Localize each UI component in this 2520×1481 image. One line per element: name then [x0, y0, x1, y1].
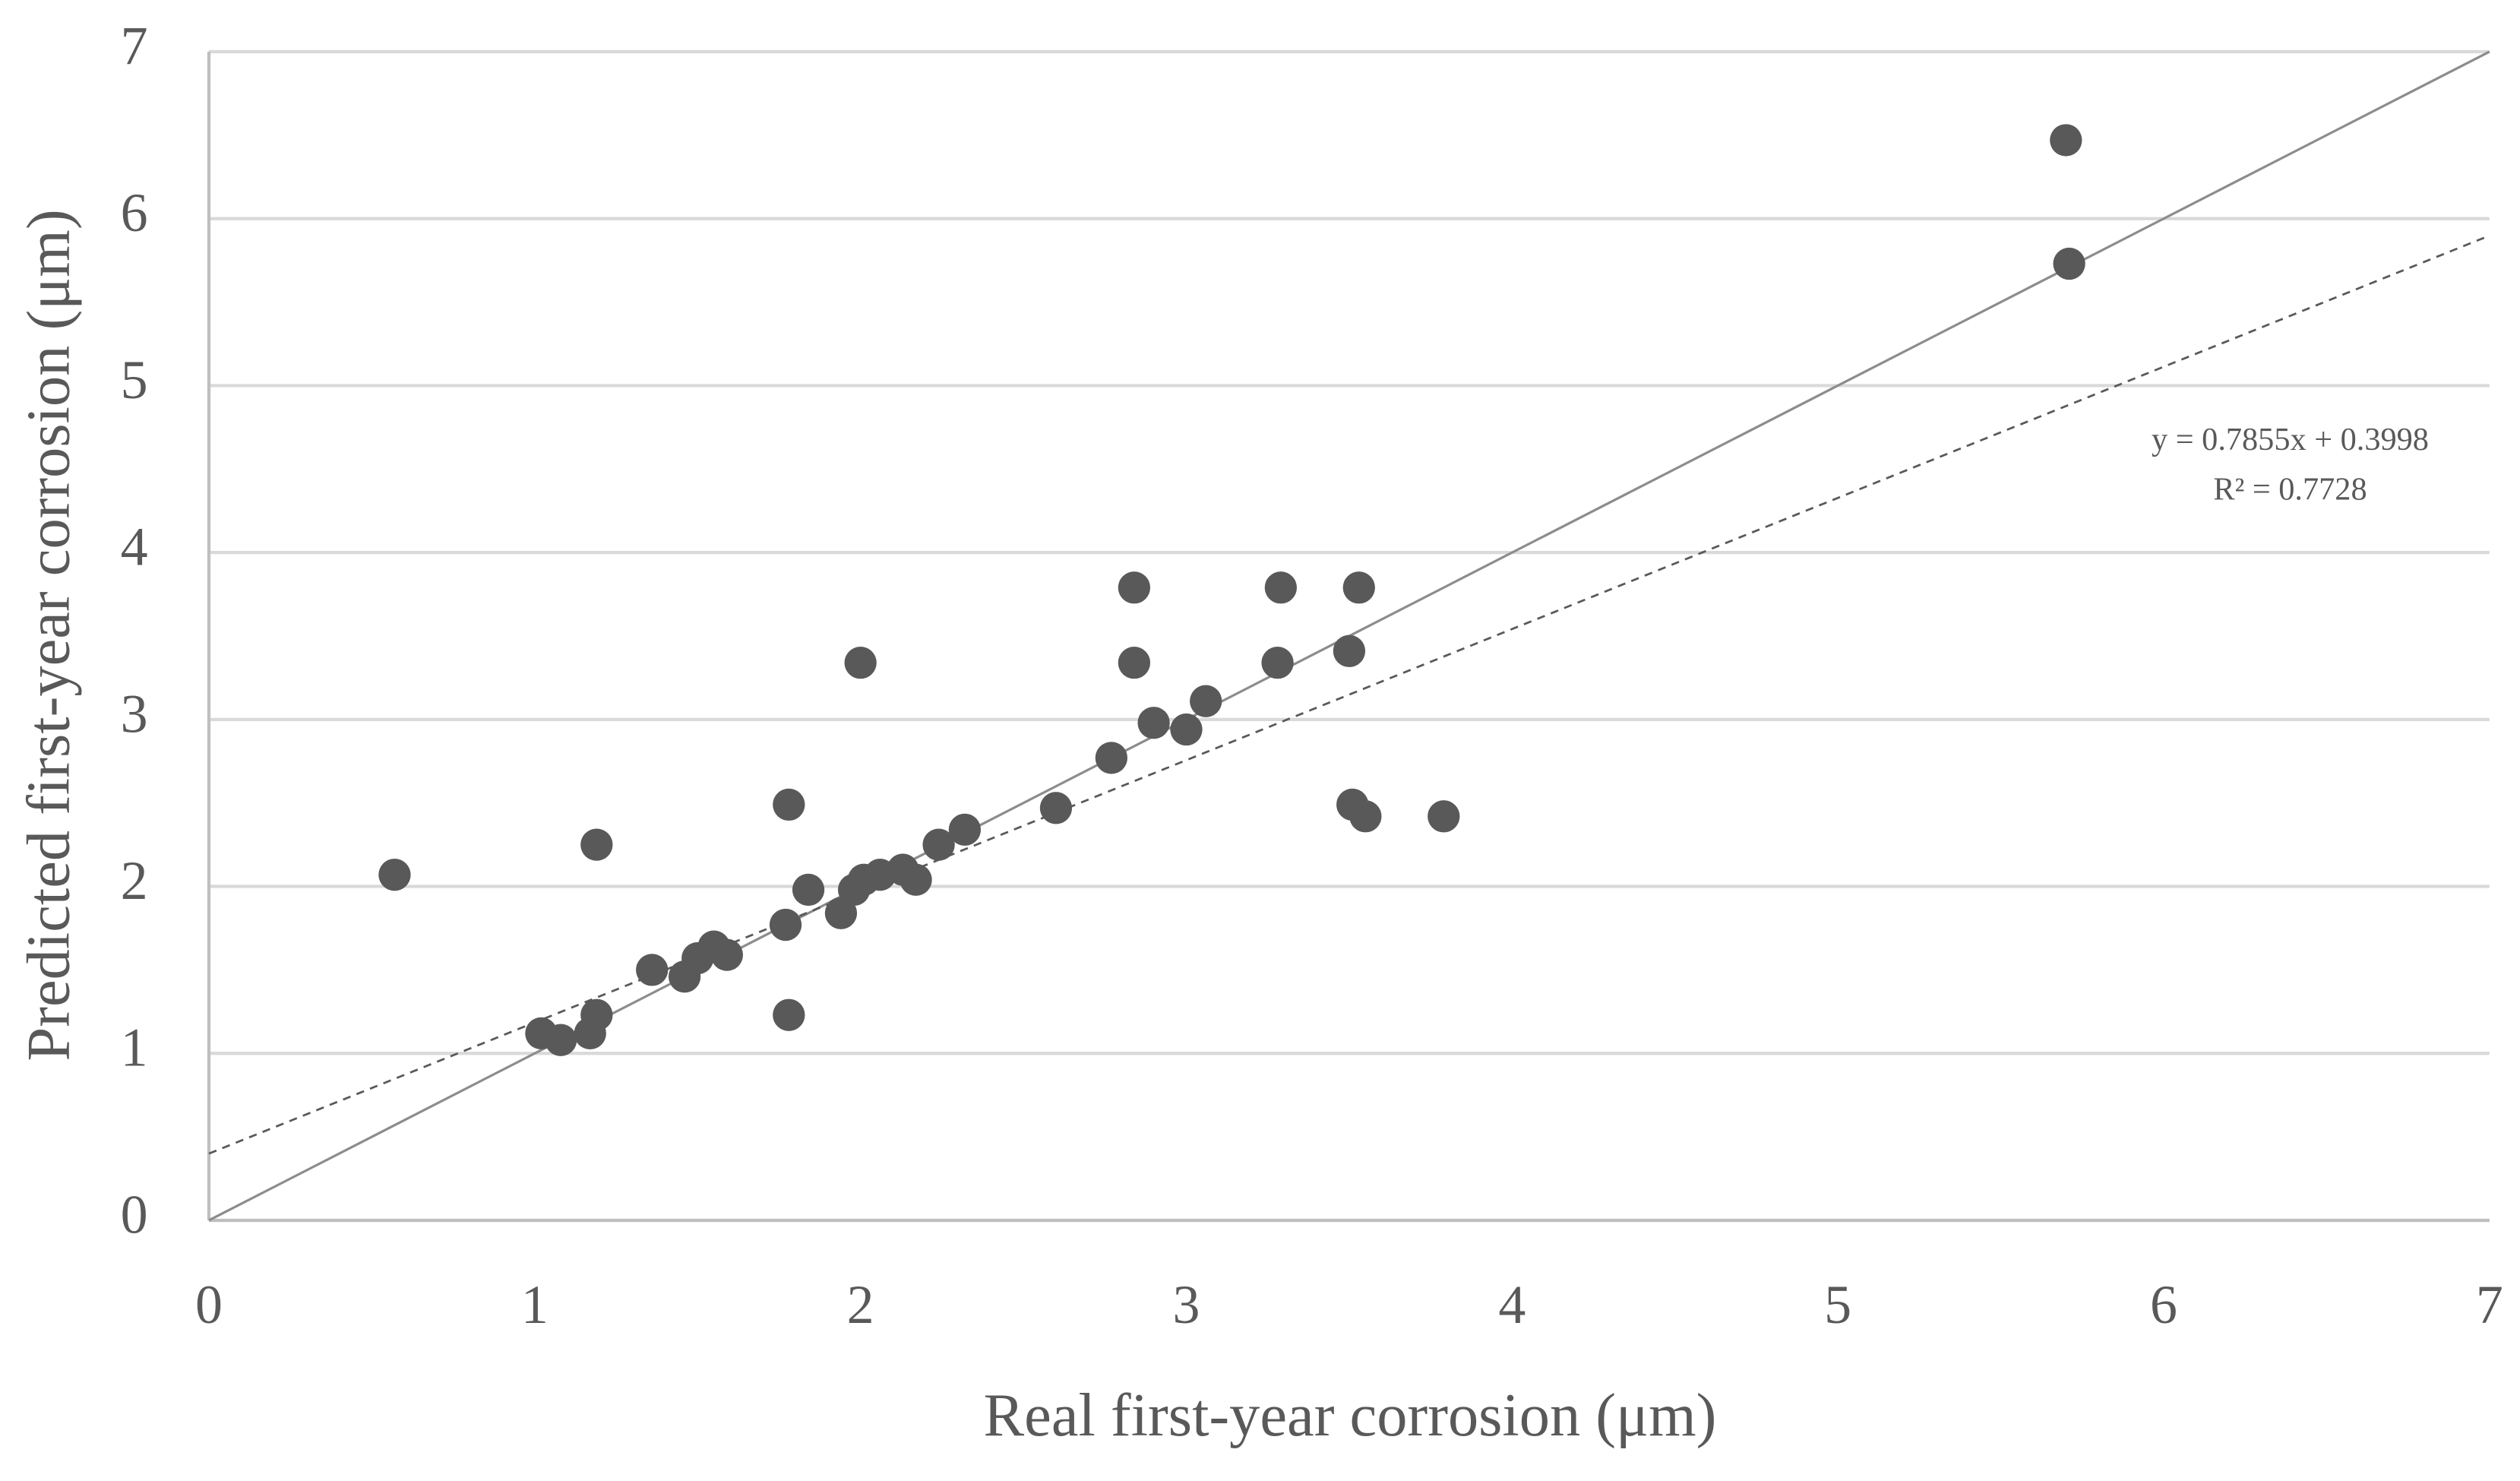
y-tick-label: 3 [121, 683, 148, 744]
point [1428, 800, 1460, 833]
x-tick-label: 0 [195, 1274, 223, 1335]
y-axis-title: Predicted first-year corrosion (μm) [14, 209, 82, 1061]
point [922, 828, 955, 861]
y-tick-label: 0 [121, 1184, 148, 1245]
point [2050, 124, 2082, 157]
x-axis-title: Real first-year corrosion (μm) [984, 1381, 1717, 1449]
x-tick-label: 7 [2476, 1274, 2503, 1335]
point [1039, 792, 1073, 824]
x-tick-label: 4 [1498, 1274, 1526, 1335]
point [544, 1024, 577, 1056]
trendline [208, 234, 2490, 1155]
y-tick-label: 2 [121, 850, 148, 911]
r-squared: R² = 0.7728 [2213, 471, 2367, 507]
x-tick-label: 2 [847, 1274, 874, 1335]
point [580, 998, 613, 1031]
point [792, 873, 825, 907]
point [378, 859, 411, 891]
point [773, 998, 805, 1031]
point [769, 908, 802, 941]
point [1095, 742, 1128, 774]
trendline-equation: y = 0.7855x + 0.3998 [2152, 422, 2429, 457]
point [1137, 707, 1170, 739]
x-tick-label: 5 [1824, 1274, 1851, 1335]
y-tick-label: 1 [121, 1017, 148, 1078]
y-tick-label: 5 [121, 350, 148, 410]
point [1333, 634, 1366, 667]
point [1170, 713, 1203, 746]
point [1190, 685, 1222, 717]
point [710, 938, 743, 971]
point [900, 863, 932, 896]
x-tick-label: 3 [1173, 1274, 1200, 1335]
point [948, 813, 982, 847]
point [1349, 800, 1382, 833]
point [1118, 571, 1151, 604]
point [580, 828, 613, 861]
x-tick-label: 6 [2150, 1274, 2177, 1335]
point [824, 897, 858, 929]
point [636, 954, 669, 986]
point [1264, 571, 1298, 604]
point [2053, 247, 2085, 280]
y-tick-label: 7 [121, 16, 148, 77]
point [1118, 646, 1151, 679]
point [844, 646, 877, 679]
point [773, 788, 805, 821]
y-tick-label: 4 [121, 517, 148, 578]
x-tick-label: 1 [521, 1274, 549, 1335]
point [1342, 571, 1375, 604]
point [1261, 646, 1294, 679]
y-tick-label: 6 [121, 182, 148, 243]
